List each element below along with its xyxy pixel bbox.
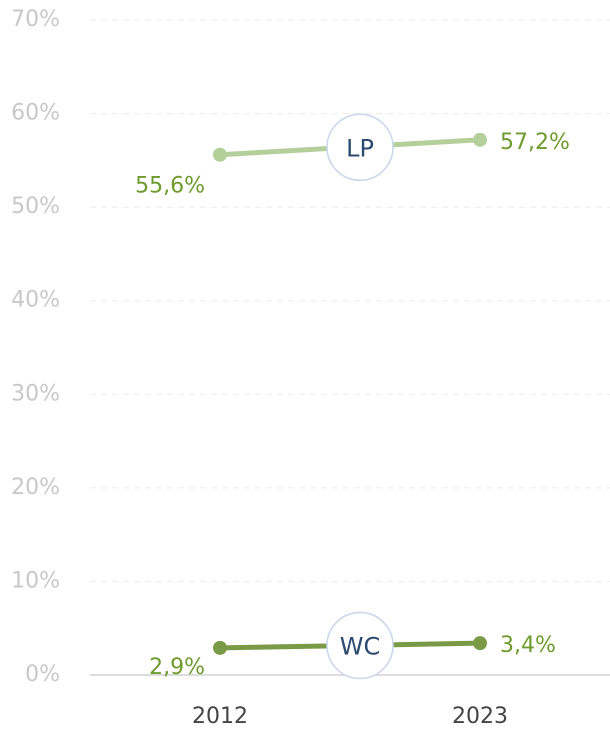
series-badge [326, 611, 394, 680]
series-name: WC [340, 633, 381, 661]
y-tick-label: 0% [25, 662, 60, 687]
data-label: 2,9% [149, 655, 205, 680]
y-tick-label: 60% [11, 101, 60, 126]
y-tick-label: 50% [11, 194, 60, 219]
y-tick-label: 10% [11, 568, 60, 593]
point [213, 640, 227, 655]
x-tick-label: 2023 [452, 704, 508, 729]
data-label: 55,6% [135, 174, 205, 199]
y-tick-label: 70% [11, 7, 60, 32]
series-badge [326, 113, 394, 182]
y-tick-label: 40% [11, 288, 60, 313]
data-label: 3,4% [500, 633, 556, 658]
point [213, 147, 227, 162]
point [473, 636, 487, 651]
series-name: LP [346, 134, 374, 162]
y-tick-label: 20% [11, 475, 60, 500]
data-label: 57,2% [500, 130, 570, 155]
point [473, 132, 487, 147]
y-tick-label: 30% [11, 381, 60, 406]
x-tick-label: 2012 [192, 704, 248, 729]
